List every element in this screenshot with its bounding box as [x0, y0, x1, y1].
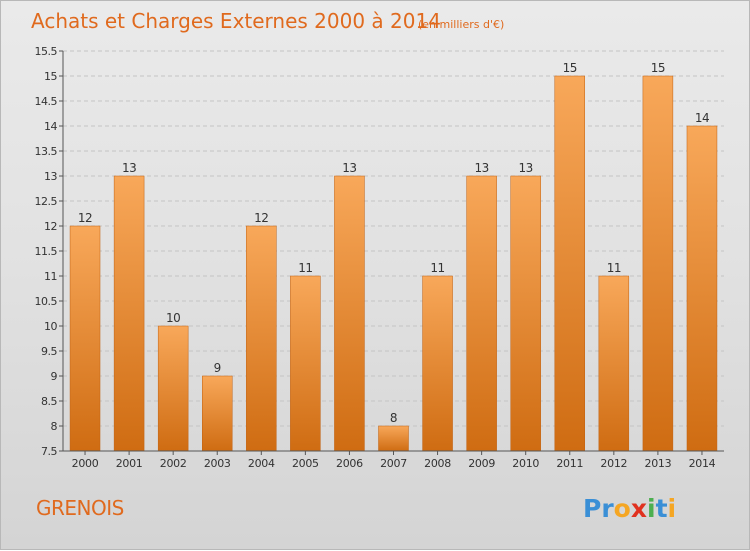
- logo-letter: i: [647, 494, 656, 523]
- y-tick-label: 8.5: [41, 395, 57, 408]
- x-tick-label: 2005: [292, 457, 319, 470]
- x-tick-label: 2008: [424, 457, 451, 470]
- proxiti-logo: Proxiti: [583, 494, 676, 523]
- data-label-2000: 12: [78, 211, 92, 225]
- y-tick-label: 15.5: [35, 45, 58, 58]
- chart-title: Achats et Charges Externes 2000 à 2014: [31, 9, 441, 33]
- y-tick-label: 13.5: [35, 145, 58, 158]
- bar-2003: [202, 375, 233, 452]
- y-tick-label: 14: [44, 120, 57, 133]
- y-tick-label: 10: [44, 320, 57, 333]
- logo-letter: P: [583, 494, 601, 523]
- gridlines: [63, 50, 724, 452]
- x-tick-label: 2014: [689, 457, 716, 470]
- x-tick-label: 2006: [336, 457, 363, 470]
- bar-2008: [422, 275, 453, 452]
- y-axis-ticks: 7.5 8 8.5 9 9.5 10 10.5 11 11.5 12 12.5 13 13.5 14 14.…: [35, 45, 63, 458]
- x-tick-label: 2013: [645, 457, 672, 470]
- x-tick-label: 2003: [204, 457, 231, 470]
- y-tick-label: 12.5: [35, 195, 58, 208]
- data-label-2001: 13: [122, 161, 136, 175]
- y-tick-label: 15: [44, 70, 57, 83]
- y-tick-label: 9: [51, 370, 58, 383]
- bar-2012: [598, 275, 630, 452]
- data-label-2005: 11: [298, 261, 312, 275]
- y-tick-label: 9.5: [41, 345, 57, 358]
- bar-2006: [334, 175, 365, 452]
- y-tick-label: 14.5: [35, 95, 58, 108]
- bar-2013: [642, 75, 674, 452]
- logo-letter: t: [656, 494, 668, 523]
- data-label-2010: 13: [519, 161, 533, 175]
- bar-2007: [378, 425, 409, 452]
- bar-2010: [510, 175, 541, 452]
- logo-letter: i: [668, 494, 677, 523]
- data-label-2014: 14: [695, 111, 709, 125]
- data-label-2003: 9: [214, 361, 221, 375]
- data-label-2008: 11: [430, 261, 444, 275]
- x-tick-label: 2007: [380, 457, 407, 470]
- data-label-2009: 13: [474, 161, 488, 175]
- logo-letter: r: [601, 494, 614, 523]
- y-tick-label: 10.5: [35, 295, 58, 308]
- x-axis-ticks: 2000 2001 2002 2003 2004 2005 2006 2007 2008 2009…: [72, 451, 716, 470]
- y-tick-label: 7.5: [41, 445, 57, 458]
- bars: [69, 75, 718, 452]
- x-tick-label: 2001: [116, 457, 143, 470]
- y-tick-label: 8: [51, 420, 58, 433]
- data-label-2002: 10: [166, 311, 180, 325]
- bar-2001: [113, 175, 145, 452]
- location-label: GRENOIS: [36, 496, 124, 520]
- data-label-2013: 15: [651, 61, 665, 75]
- x-tick-label: 2010: [512, 457, 539, 470]
- x-tick-label: 2002: [160, 457, 187, 470]
- x-tick-label: 2009: [468, 457, 495, 470]
- data-label-2007: 8: [390, 411, 397, 425]
- x-tick-label: 2012: [600, 457, 627, 470]
- logo-letter: x: [631, 494, 647, 523]
- y-tick-label: 11.5: [35, 245, 58, 258]
- x-tick-label: 2000: [72, 457, 99, 470]
- bar-2004: [246, 225, 277, 452]
- bar-2002: [157, 325, 189, 452]
- y-tick-label: 11: [44, 270, 57, 283]
- x-tick-label: 2004: [248, 457, 275, 470]
- bar-2005: [290, 275, 321, 452]
- bar-2011: [554, 75, 585, 452]
- bar-2014: [686, 125, 718, 452]
- bar-2009: [466, 175, 497, 452]
- data-label-2006: 13: [342, 161, 356, 175]
- data-label-2012: 11: [607, 261, 621, 275]
- x-tick-label: 2011: [556, 457, 583, 470]
- data-label-2011: 15: [563, 61, 577, 75]
- data-labels: 12 13 10 9 12 11 13 8 11 13 13 15 11 15 14: [78, 61, 710, 425]
- data-label-2004: 12: [254, 211, 268, 225]
- chart-subtitle: (en milliers d'€): [418, 18, 504, 31]
- y-tick-label: 13: [44, 170, 57, 183]
- y-tick-label: 12: [44, 220, 57, 233]
- logo-letter: o: [614, 494, 631, 523]
- bar-2000: [69, 225, 101, 452]
